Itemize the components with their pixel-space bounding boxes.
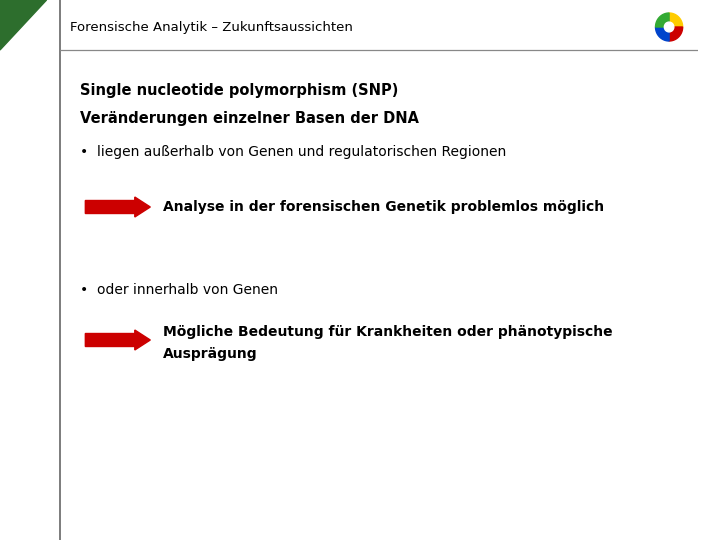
Text: •  liegen außerhalb von Genen und regulatorischen Regionen: • liegen außerhalb von Genen und regulat… [79, 145, 505, 159]
Text: •  oder innerhalb von Genen: • oder innerhalb von Genen [79, 283, 277, 297]
Text: Mögliche Bedeutung für Krankheiten oder phänotypische: Mögliche Bedeutung für Krankheiten oder … [163, 325, 613, 339]
Polygon shape [669, 13, 683, 27]
Circle shape [665, 22, 674, 32]
Polygon shape [0, 0, 47, 50]
Text: Ausprägung: Ausprägung [163, 347, 258, 361]
Polygon shape [655, 27, 669, 41]
Polygon shape [669, 27, 683, 41]
Text: Analyse in der forensischen Genetik problemlos möglich: Analyse in der forensischen Genetik prob… [163, 200, 604, 214]
Text: Forensische Analytik – Zukunftsaussichten: Forensische Analytik – Zukunftsaussichte… [70, 22, 353, 35]
FancyArrow shape [86, 330, 150, 350]
FancyArrow shape [86, 197, 150, 217]
Text: Single nucleotide polymorphism (SNP): Single nucleotide polymorphism (SNP) [79, 83, 398, 98]
Text: Veränderungen einzelner Basen der DNA: Veränderungen einzelner Basen der DNA [79, 111, 418, 125]
Polygon shape [655, 13, 669, 27]
